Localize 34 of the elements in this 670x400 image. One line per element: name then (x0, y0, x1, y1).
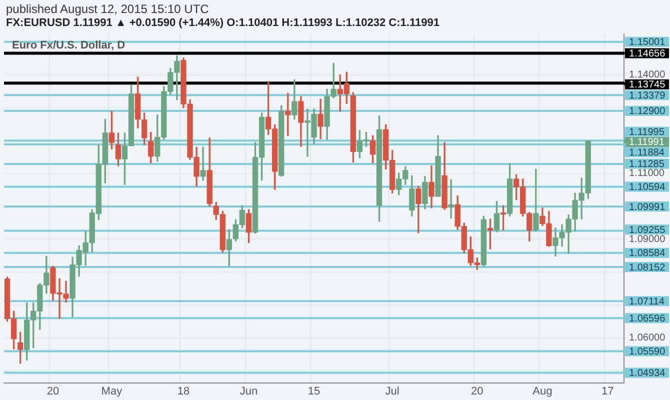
x-tick-label: 15 (308, 385, 320, 398)
text: 1.11991 (629, 137, 665, 148)
ref-line-label: 1.08584 (629, 248, 666, 260)
ref-line-label: 1.08152 (629, 262, 666, 274)
x-tick-label: Jun (240, 385, 258, 398)
chart-subtitle: published August 12, 2015 15:10 UTC (6, 2, 209, 16)
ref-line-label: 1.11995 (629, 126, 665, 138)
x-tick-label: Jul (385, 385, 400, 398)
ref-line-label: 1.09991 (629, 202, 666, 213)
ref-line-label: 1.06596 (629, 313, 666, 324)
y-tick-label: 1.14000 (629, 70, 666, 81)
x-tick-label: 20 (471, 385, 484, 398)
ref-line-label: 1.13379 (629, 90, 666, 102)
chart-title: FX:EURUSD 1.11991 ▲ +0.01590 (+1.44%) O:1.10401 H:1.11993 L:1.10232 C:1.11991 (6, 17, 440, 29)
ref-line-label: 1.12900 (629, 106, 666, 118)
ref-line-label: 1.13745 (629, 80, 666, 91)
ref-line-label: 1.11285 (629, 159, 665, 170)
y-tick-label: 1.11000 (629, 168, 665, 180)
x-tick-label: 20 (46, 385, 60, 398)
x-tick-label: 17 (602, 385, 614, 398)
ref-line-label: 1.11884 (629, 147, 665, 158)
ref-line-label: 1.07114 (629, 296, 665, 308)
x-tick-label: May (101, 385, 123, 398)
ref-line-label: 1.05590 (629, 346, 666, 358)
ref-line-label: 1.14656 (629, 48, 666, 60)
ref-line-label: 1.10594 (629, 182, 666, 193)
ref-line-label: 1.15001 (629, 37, 666, 48)
ref-line-label: 1.09255 (629, 224, 666, 236)
x-tick-label: 18 (177, 385, 190, 398)
x-tick-label: Aug (532, 385, 552, 398)
y-tick-label: 1.06000 (629, 332, 666, 344)
ref-line-label: 1.04934 (629, 368, 666, 380)
y-tick-label: 1.09000 (629, 234, 666, 245)
annotation: Euro Fx/U.S. Dollar, D (12, 40, 126, 52)
